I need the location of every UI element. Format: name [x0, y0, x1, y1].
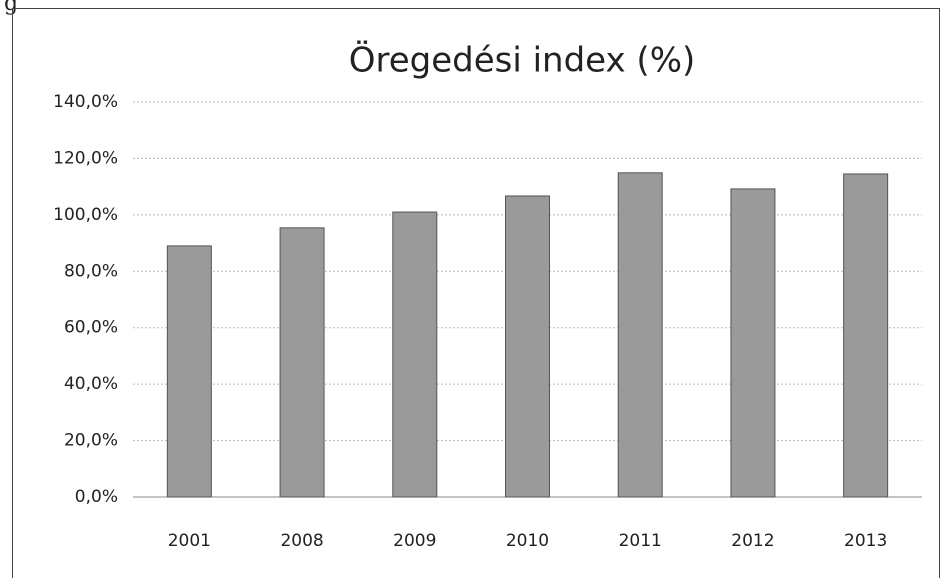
- y-tick-label: 20,0%: [64, 431, 118, 451]
- bar: [505, 195, 550, 498]
- x-tick-label: 2009: [393, 531, 436, 551]
- x-tick-label: 2010: [506, 531, 549, 551]
- bar: [843, 173, 889, 498]
- x-tick-label: 2008: [280, 531, 323, 551]
- y-tick-label: 40,0%: [64, 374, 118, 394]
- x-tick-label: 2012: [731, 531, 774, 551]
- y-tick-label: 120,0%: [53, 148, 118, 168]
- x-tick-label: 2011: [619, 531, 662, 551]
- bar: [730, 188, 776, 498]
- y-tick-label: 80,0%: [64, 261, 118, 281]
- caption-fragment: g: [4, 0, 18, 16]
- y-tick-label: 60,0%: [64, 318, 118, 338]
- y-tick-label: 100,0%: [53, 205, 118, 225]
- x-tick-label: 2013: [844, 531, 887, 551]
- chart-frame: [12, 8, 940, 578]
- bar: [617, 172, 663, 498]
- chart-title: Öregedési index (%): [349, 40, 696, 81]
- bar: [279, 227, 325, 498]
- y-tick-label: 0,0%: [75, 487, 118, 507]
- bar: [392, 211, 438, 498]
- bar: [166, 245, 212, 498]
- y-tick-label: 140,0%: [53, 92, 118, 112]
- x-tick-label: 2001: [168, 531, 211, 551]
